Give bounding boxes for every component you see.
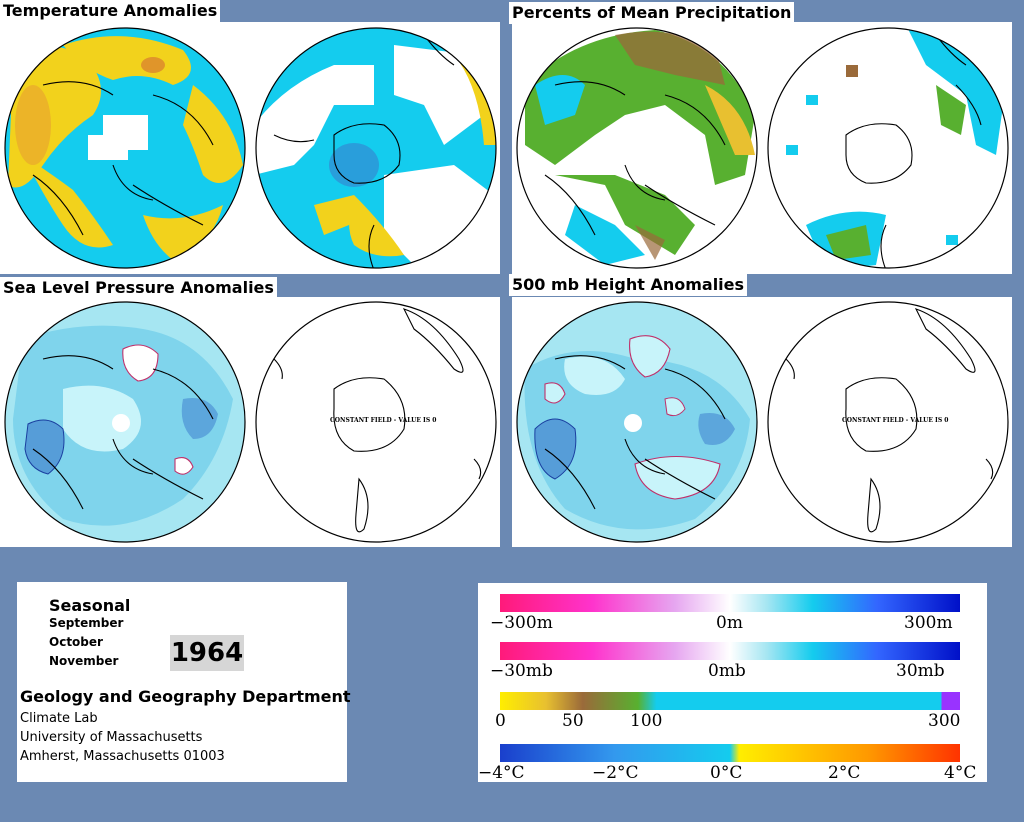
- pressure-label-min: −30mb: [490, 661, 553, 681]
- month-3: November: [49, 654, 119, 668]
- temp-label-2: 2°C: [828, 763, 861, 783]
- precipitation-title: Percents of Mean Precipitation: [509, 2, 795, 24]
- constant-field-note-slp: CONSTANT FIELD - VALUE IS 0: [330, 417, 437, 424]
- info-box: Seasonal September October November 1964…: [17, 582, 351, 782]
- pressure-colorbar: [500, 642, 960, 660]
- temperature-panel: [0, 22, 500, 274]
- constant-field-note-500mb: CONSTANT FIELD - VALUE IS 0: [842, 417, 949, 424]
- pressure-label-max: 30mb: [896, 661, 945, 681]
- precip-label-100: 100: [630, 711, 663, 731]
- sea-level-pressure-panel: CONSTANT FIELD - VALUE IS 0: [0, 297, 500, 547]
- legend-box: −300m 0m 300m −30mb 0mb 30mb 0 50 100 30…: [478, 583, 987, 783]
- temp-label-0: 0°C: [710, 763, 743, 783]
- temperature-title: Temperature Anomalies: [0, 0, 221, 22]
- temp-colorbar: [500, 744, 960, 762]
- height-500mb-globe-northern: [516, 301, 758, 543]
- season-heading: Seasonal: [49, 596, 131, 615]
- university-name: University of Massachusetts: [20, 730, 203, 745]
- temp-label-minus4: −4°C: [478, 763, 525, 783]
- sea-level-pressure-globe-southern: [254, 299, 498, 545]
- precipitation-panel: [512, 22, 1012, 274]
- lab-name: Climate Lab: [20, 711, 98, 726]
- department-name: Geology and Geography Department: [20, 687, 351, 706]
- height-label-min: −300m: [490, 613, 553, 633]
- precipitation-globe-northern: [516, 27, 758, 269]
- precip-label-50: 50: [562, 711, 584, 731]
- precip-label-0: 0: [495, 711, 506, 731]
- year-badge: 1964: [170, 635, 244, 671]
- precip-colorbar: [500, 692, 960, 710]
- month-2: October: [49, 635, 103, 649]
- temperature-globe-southern: [255, 27, 497, 269]
- pressure-label-mid: 0mb: [708, 661, 746, 681]
- height-label-mid: 0m: [716, 613, 743, 633]
- month-1: September: [49, 616, 124, 630]
- temp-label-4: 4°C: [944, 763, 977, 783]
- height-colorbar: [500, 594, 960, 612]
- height-500mb-panel: CONSTANT FIELD - VALUE IS 0: [512, 297, 1012, 547]
- precip-label-300: 300: [928, 711, 961, 731]
- sea-level-pressure-globe-northern: [4, 301, 246, 543]
- height-label-max: 300m: [904, 613, 953, 633]
- address: Amherst, Massachusetts 01003: [20, 749, 225, 764]
- sea-level-pressure-title: Sea Level Pressure Anomalies: [0, 277, 277, 299]
- height-500mb-globe-southern: [766, 299, 1010, 545]
- temp-label-minus2: −2°C: [592, 763, 639, 783]
- temperature-globe-northern: [4, 27, 246, 269]
- height-500mb-title: 500 mb Height Anomalies: [509, 274, 748, 296]
- precipitation-globe-southern: [767, 27, 1009, 269]
